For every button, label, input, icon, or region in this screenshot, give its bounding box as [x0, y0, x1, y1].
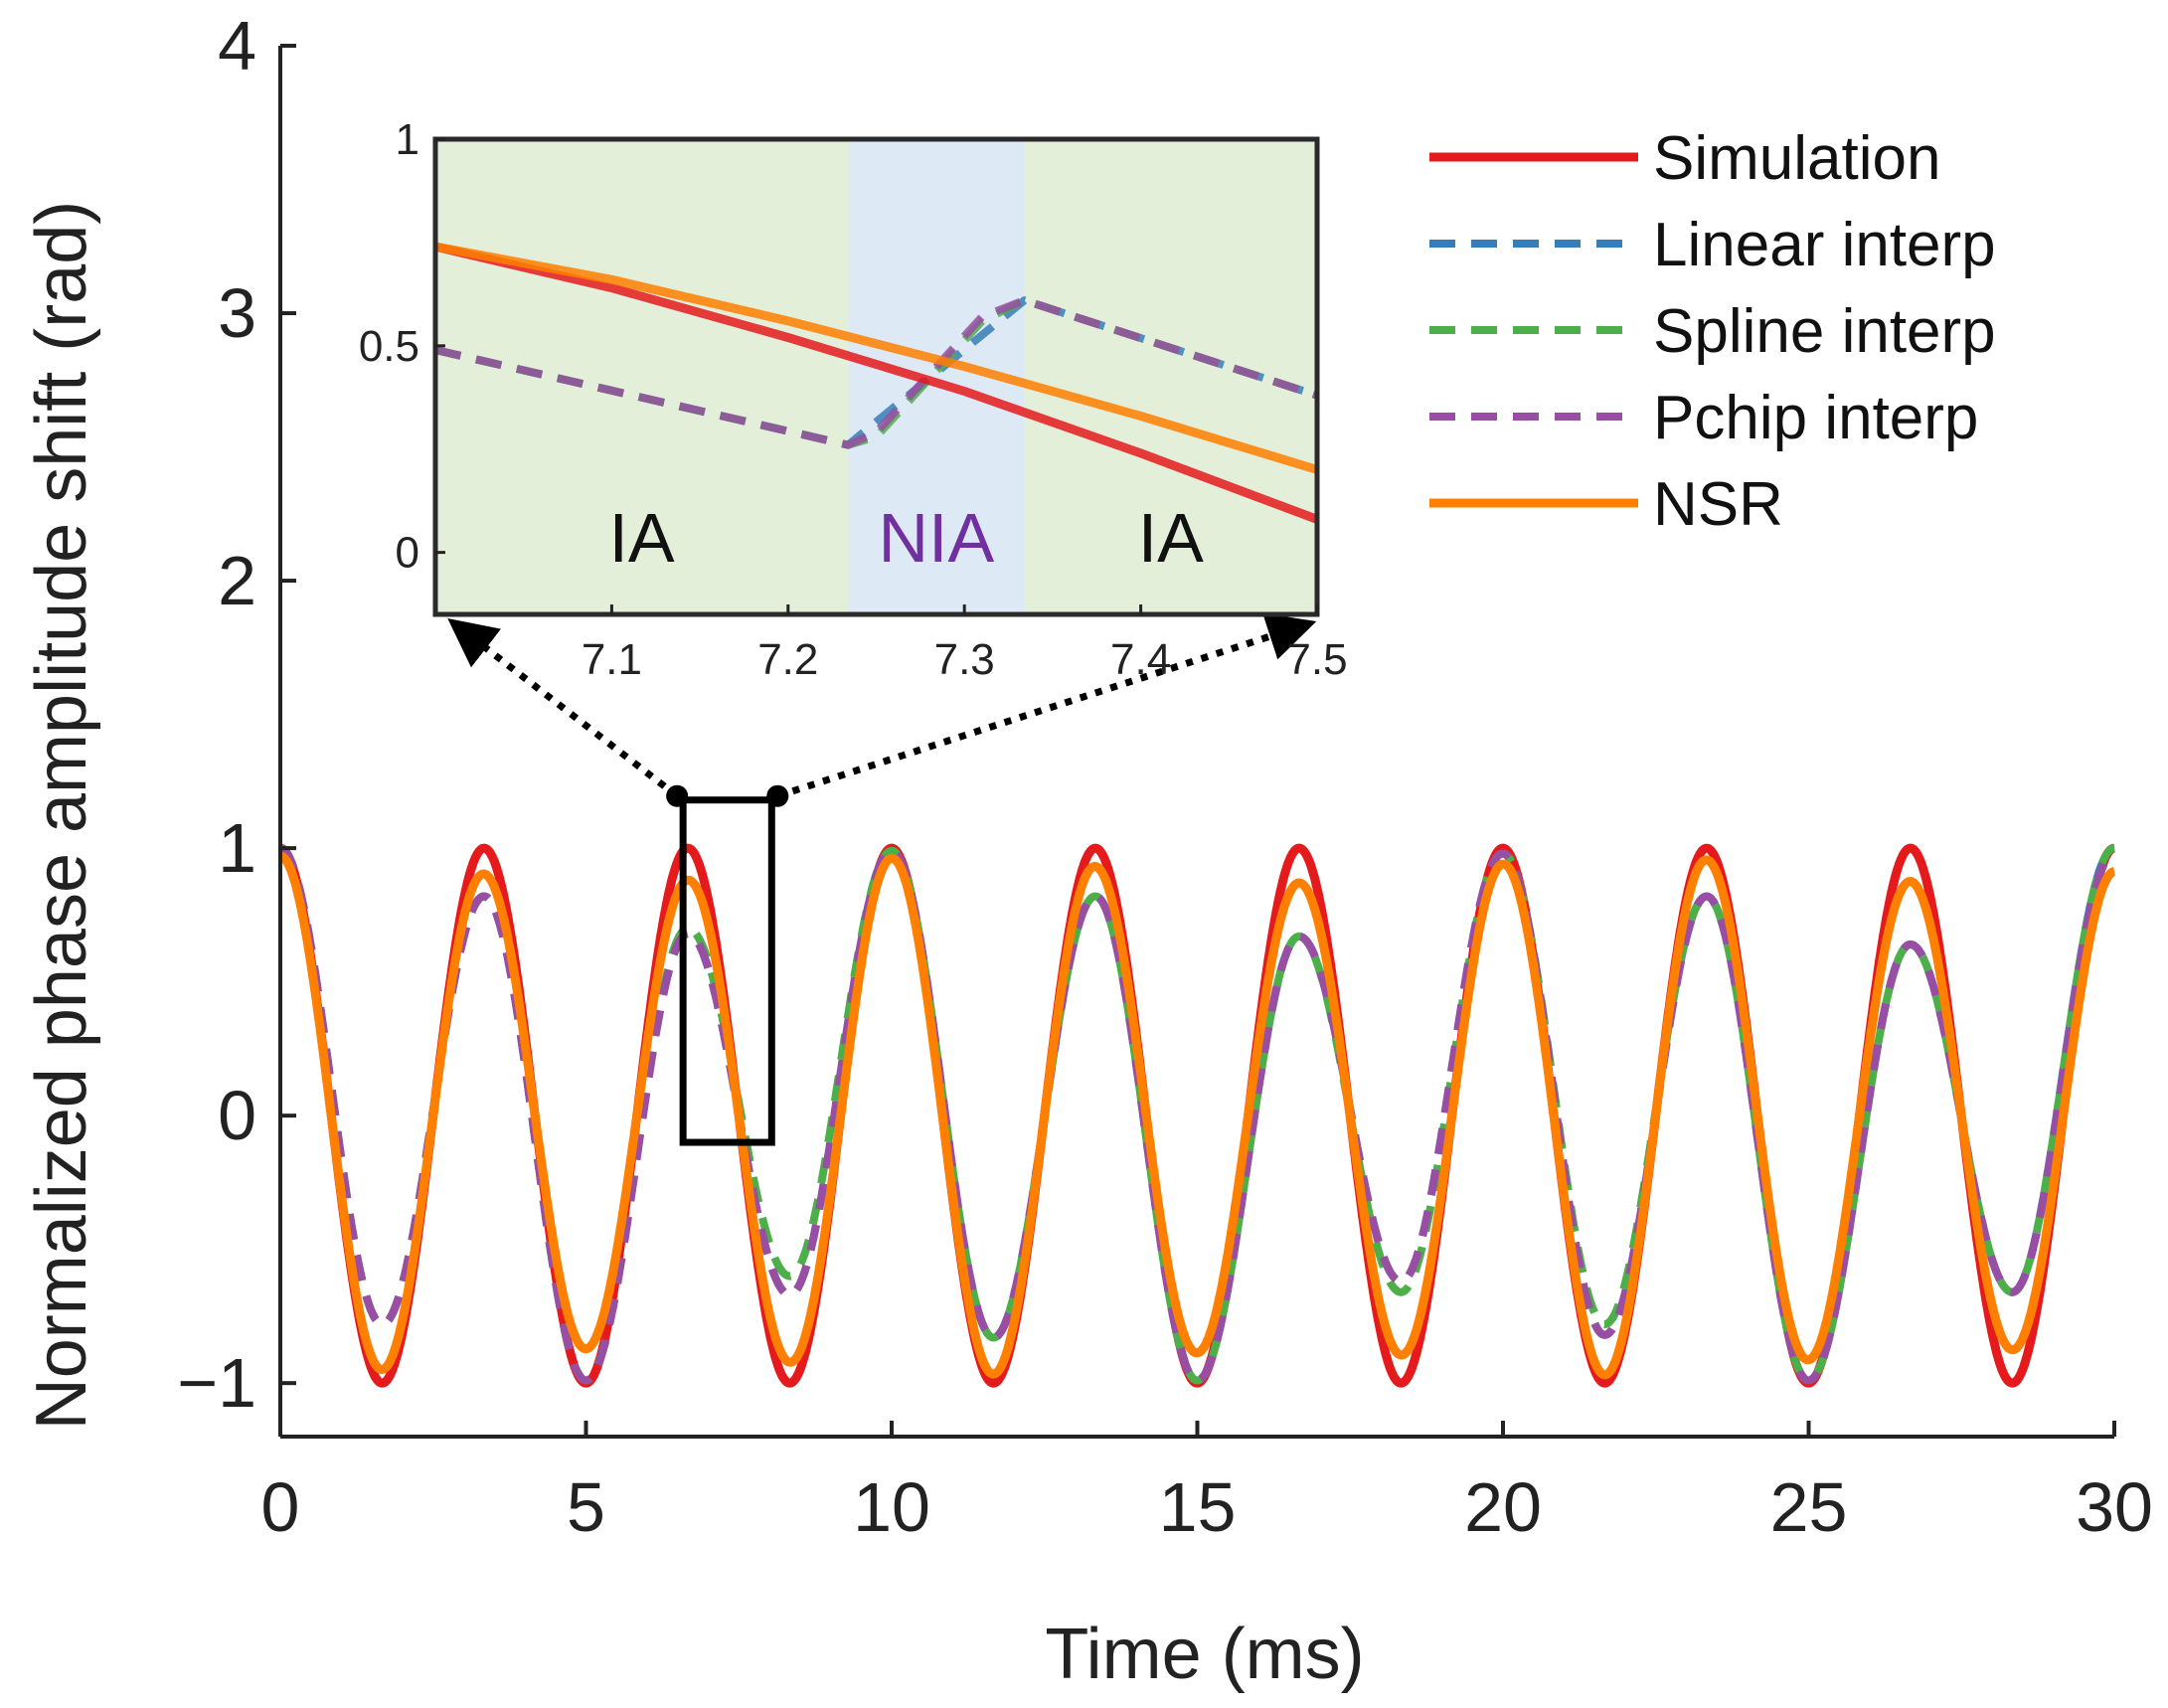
- main-series-line-nsr: [276, 851, 2118, 1380]
- inset-region-label-1: NIA: [878, 499, 994, 577]
- legend: Simulation Linear interp Spline interp Pchi…: [1429, 124, 1996, 539]
- zoom-connector-1: [776, 612, 1317, 800]
- y-axis-title: Normalized phase amplitude shift (rad): [22, 201, 101, 1431]
- inset-region-labels: IA NIA IA: [608, 499, 1204, 577]
- inset-series-group: [433, 242, 1319, 524]
- x-tick-label: 25: [1770, 1468, 1848, 1546]
- x-tick-label: 10: [853, 1468, 930, 1546]
- inset-region-0: [435, 139, 849, 614]
- inset-x-tick-label: 7.1: [582, 635, 642, 684]
- legend-label: Spline interp: [1653, 297, 1996, 366]
- zoom-connector-anchor-1: [766, 784, 789, 807]
- x-axis-title: Time (ms): [1045, 1615, 1364, 1694]
- legend-item-simulation: Simulation: [1429, 124, 1940, 193]
- main-series-group: [276, 843, 2118, 1388]
- inset-x-tick-label: 7.3: [934, 635, 995, 684]
- zoom-box: [679, 796, 775, 1146]
- inset-ticks: 7.1 7.2 7.3 7.4 7.5 0 0.5 1: [359, 115, 1348, 684]
- legend-item-spline-interp: Spline interp: [1429, 297, 1996, 366]
- y-tick-label: 3: [218, 274, 256, 352]
- legend-label: Simulation: [1653, 124, 1940, 193]
- legend-label: Linear interp: [1653, 211, 1996, 279]
- y-tick-label: 2: [218, 542, 256, 619]
- inset-plot: 7.1 7.2 7.3 7.4 7.5 0 0.5 1 IA NIA IA: [359, 115, 1348, 684]
- inset-x-tick-label: 7.2: [757, 635, 818, 684]
- x-tick-label: 0: [261, 1468, 300, 1546]
- inset-series-line-pchip-interp: [434, 296, 1319, 449]
- x-tick-label: 20: [1464, 1468, 1542, 1546]
- zoom-connectors: [447, 612, 1317, 1146]
- y-tick-label: 0: [218, 1077, 256, 1154]
- y-tick-label: 4: [218, 7, 256, 85]
- x-tick-label: 30: [2076, 1468, 2153, 1546]
- inset-series-line-simulation: [433, 242, 1319, 524]
- legend-item-linear-interp: Linear interp: [1429, 211, 1996, 279]
- x-tick-label: 5: [567, 1468, 605, 1546]
- inset-x-tick-label: 7.5: [1286, 635, 1347, 684]
- legend-label: Pchip interp: [1653, 384, 1978, 452]
- legend-item-pchip-interp: Pchip interp: [1429, 384, 1978, 452]
- zoom-connector-anchor-0: [666, 784, 689, 807]
- zoom-connector-0: [447, 618, 680, 799]
- inset-y-tick-label: 1: [396, 115, 419, 164]
- main-series-line-pchip-interp: [277, 844, 2117, 1385]
- inset-series-line-nsr: [434, 242, 1319, 474]
- y-tick-label: −1: [177, 1344, 256, 1422]
- inset-axes: [432, 136, 1320, 617]
- y-tick-label: 1: [218, 809, 256, 887]
- x-tick-label: 15: [1159, 1468, 1237, 1546]
- inset-region-label-2: IA: [1138, 499, 1204, 577]
- inset-frame: [432, 136, 1320, 617]
- inset-region-2: [1024, 139, 1317, 614]
- inset-x-tick-label: 7.4: [1110, 635, 1171, 684]
- inset-y-tick-label: 0: [396, 529, 419, 578]
- legend-item-nsr: NSR: [1429, 470, 1783, 539]
- legend-label: NSR: [1653, 470, 1783, 539]
- inset-region-label-0: IA: [608, 499, 674, 577]
- inset-y-tick-label: 0.5: [359, 322, 419, 371]
